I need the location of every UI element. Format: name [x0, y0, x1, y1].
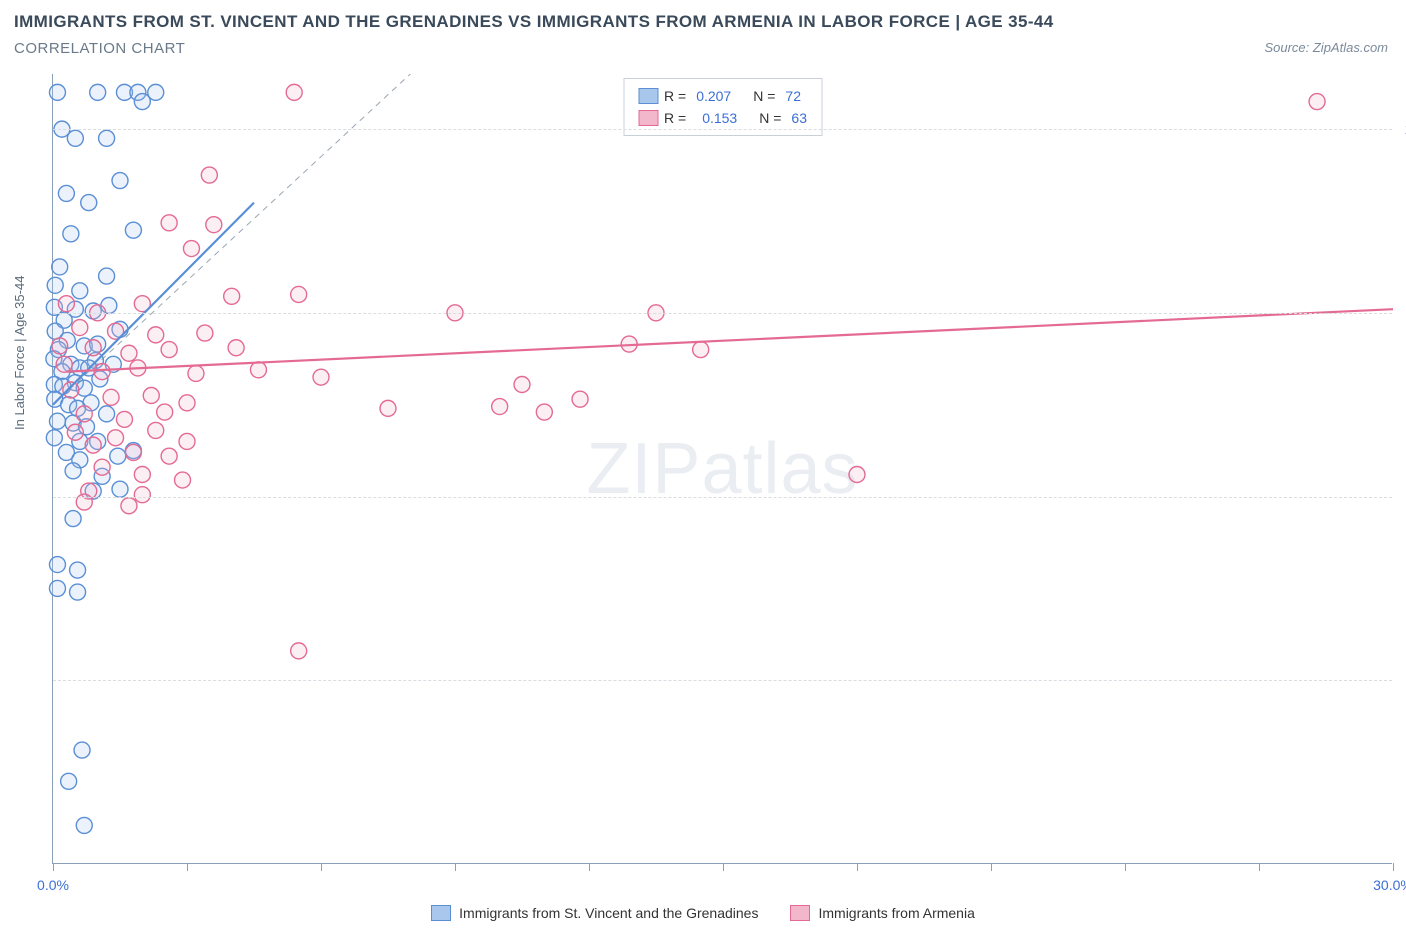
x-tick-label: 30.0% [1373, 877, 1406, 893]
y-tick-label: 100.0% [1397, 121, 1406, 137]
swatch-series-1 [638, 88, 658, 104]
stats-row-1: R = 0.207 N = 72 [638, 85, 807, 107]
n-label: N = [753, 88, 775, 104]
chart-container: IMMIGRANTS FROM ST. VINCENT AND THE GREN… [0, 0, 1406, 930]
plot-area: ZIPatlas R = 0.207 N = 72 R = 0.153 N = … [52, 74, 1392, 864]
swatch-series-2 [638, 110, 658, 126]
r-label: R = [664, 88, 686, 104]
r-value-1: 0.207 [696, 88, 731, 104]
legend-label-2: Immigrants from Armenia [818, 905, 974, 921]
r-value-2: 0.153 [702, 110, 737, 126]
n-value-1: 72 [785, 88, 801, 104]
y-tick-label: 80.0% [1397, 489, 1406, 505]
chart-title: IMMIGRANTS FROM ST. VINCENT AND THE GREN… [14, 12, 1054, 32]
stats-legend: R = 0.207 N = 72 R = 0.153 N = 63 [623, 78, 822, 136]
swatch-series-1 [431, 905, 451, 921]
x-tick-label: 0.0% [37, 877, 69, 893]
n-value-2: 63 [791, 110, 807, 126]
chart-subtitle: CORRELATION CHART [14, 40, 185, 57]
y-tick-label: 70.0% [1397, 672, 1406, 688]
swatch-series-2 [790, 905, 810, 921]
source-label: Source: ZipAtlas.com [1264, 40, 1388, 55]
y-axis-label: In Labor Force | Age 35-44 [12, 276, 27, 430]
legend-item-2: Immigrants from Armenia [790, 905, 974, 921]
r-label: R = [664, 110, 686, 126]
legend-item-1: Immigrants from St. Vincent and the Gren… [431, 905, 758, 921]
y-tick-label: 90.0% [1397, 305, 1406, 321]
bottom-legend: Immigrants from St. Vincent and the Gren… [0, 896, 1406, 930]
plot-svg [53, 74, 1392, 863]
stats-row-2: R = 0.153 N = 63 [638, 107, 807, 129]
legend-label-1: Immigrants from St. Vincent and the Gren… [459, 905, 758, 921]
n-label: N = [759, 110, 781, 126]
